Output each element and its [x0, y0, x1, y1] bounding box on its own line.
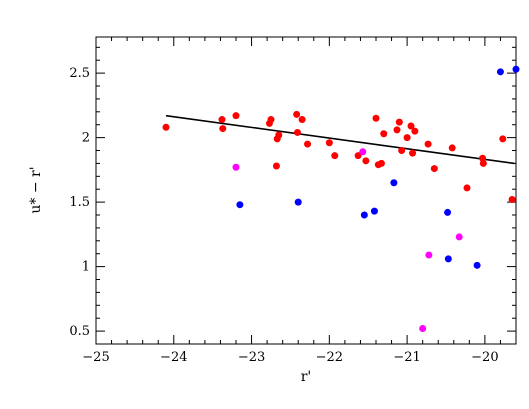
data-point-series-1 — [331, 152, 339, 160]
data-point-series-1 — [304, 140, 312, 148]
data-point-series-1 — [162, 123, 170, 131]
data-point-series-1 — [393, 126, 401, 134]
data-point-series-1 — [372, 114, 380, 122]
y-tick-label: 1.5 — [69, 195, 90, 210]
data-point-series-1 — [499, 135, 507, 143]
data-point-series-2 — [419, 325, 427, 333]
x-tick-label: −24 — [160, 350, 187, 365]
data-point-series-1 — [411, 127, 419, 135]
data-point-series-1 — [508, 196, 516, 204]
x-tick-label: −23 — [238, 350, 265, 365]
data-point-series-3 — [473, 261, 481, 269]
x-tick-label: −25 — [82, 350, 109, 365]
data-point-series-3 — [512, 65, 520, 73]
data-point-series-1 — [380, 130, 388, 138]
data-point-series-3 — [444, 208, 452, 216]
data-point-series-2 — [359, 148, 367, 156]
data-point-series-1 — [325, 139, 333, 147]
y-tick-label: 1 — [82, 260, 90, 275]
data-point-series-3 — [236, 201, 244, 209]
data-point-series-1 — [219, 125, 227, 133]
fit-line — [165, 114, 515, 165]
data-point-series-3 — [390, 179, 398, 187]
data-point-series-3 — [360, 211, 368, 219]
data-point-series-3 — [294, 198, 302, 206]
data-points — [162, 65, 520, 333]
data-point-series-1 — [409, 149, 417, 157]
data-point-series-1 — [395, 118, 403, 126]
data-point-series-3 — [496, 68, 504, 76]
x-tick-label: −22 — [316, 350, 343, 365]
data-point-series-1 — [272, 162, 280, 170]
data-point-series-3 — [370, 207, 378, 215]
x-axis-label: r' — [301, 369, 312, 385]
data-point-series-1 — [362, 157, 370, 165]
tick-labels: −25 −24 −23 −22 −21 −20 0.5 1 1.5 2 2.5 — [69, 66, 498, 365]
data-point-series-3 — [444, 255, 452, 263]
plot-frame — [95, 36, 517, 345]
y-tick-label: 2 — [82, 131, 90, 146]
data-point-series-1 — [398, 147, 406, 155]
x-tick-label: −21 — [393, 350, 420, 365]
data-point-series-2 — [425, 251, 433, 259]
y-tick-label: 2.5 — [69, 66, 90, 81]
data-point-series-1 — [463, 184, 471, 192]
data-point-series-1 — [293, 110, 301, 118]
data-point-series-1 — [407, 122, 415, 130]
data-point-series-1 — [479, 154, 487, 162]
data-point-series-1 — [377, 159, 385, 167]
data-point-series-1 — [218, 116, 226, 124]
data-point-series-1 — [267, 116, 275, 124]
y-tick-label: 0.5 — [69, 324, 90, 339]
data-point-series-1 — [275, 131, 283, 139]
data-point-series-1 — [232, 112, 240, 120]
x-tick-label: −20 — [471, 350, 498, 365]
data-point-series-1 — [448, 144, 456, 152]
data-point-series-2 — [232, 163, 240, 171]
axis-ticks — [95, 37, 517, 345]
data-point-series-1 — [479, 159, 487, 167]
data-point-series-1 — [354, 152, 362, 160]
data-point-series-1 — [293, 128, 301, 136]
data-point-series-1 — [298, 116, 306, 124]
data-point-series-1 — [430, 165, 438, 173]
data-point-series-1 — [424, 140, 432, 148]
data-point-series-1 — [403, 134, 411, 142]
y-axis-label: u* − r' — [28, 166, 44, 213]
data-point-series-2 — [455, 233, 463, 241]
